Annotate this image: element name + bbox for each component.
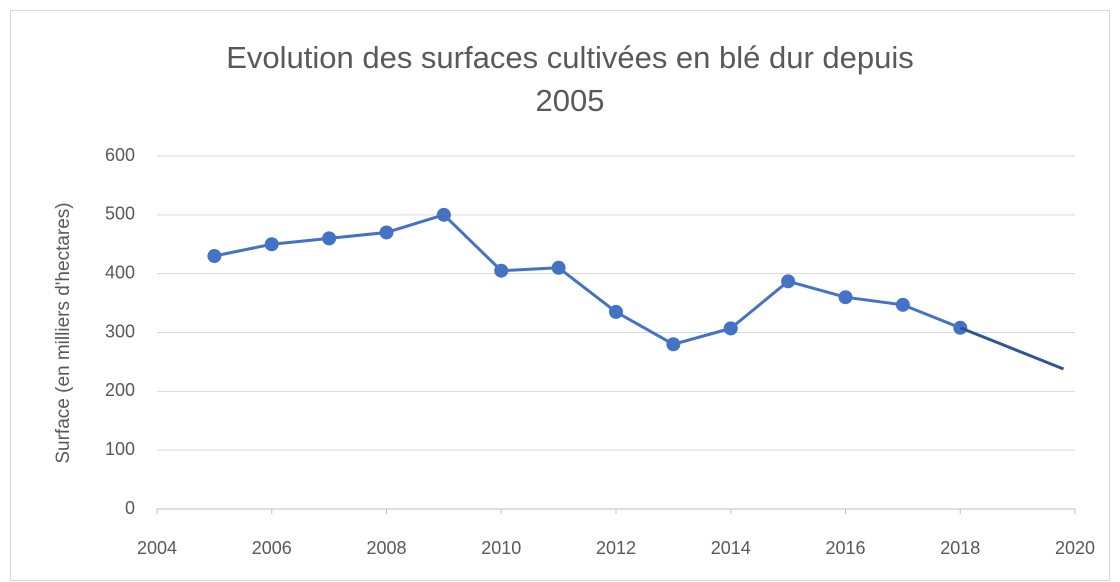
x-tick-label: 2010 <box>481 538 521 558</box>
y-tick-label: 200 <box>105 380 135 400</box>
y-tick-label: 300 <box>105 321 135 341</box>
marker <box>264 237 279 252</box>
marker <box>494 263 509 278</box>
y-tick-label: 0 <box>125 498 135 518</box>
chart-title: Evolution des surfaces cultivées en blé … <box>226 40 914 75</box>
marker <box>379 225 394 240</box>
marker <box>207 249 222 264</box>
x-tick-label: 2006 <box>252 538 292 558</box>
marker <box>666 337 681 352</box>
y-axis-label: Surface (en milliers d'hectares) <box>53 202 74 463</box>
y-tick-label: 100 <box>105 439 135 459</box>
marker <box>895 297 910 312</box>
marker <box>838 290 853 305</box>
x-tick-label: 2018 <box>940 538 980 558</box>
x-tick-label: 2012 <box>596 538 636 558</box>
y-tick-label: 500 <box>105 204 135 224</box>
chart-title: 2005 <box>536 83 605 118</box>
x-tick-label: 2004 <box>137 538 177 558</box>
marker <box>609 304 623 319</box>
x-tick-label: 2014 <box>711 538 751 558</box>
marker <box>436 207 451 222</box>
marker <box>781 274 796 289</box>
y-tick-label: 400 <box>105 262 135 282</box>
marker <box>322 231 337 246</box>
line <box>959 326 1065 371</box>
x-tick-label: 2016 <box>825 538 865 558</box>
chart-border <box>10 10 1110 581</box>
marker <box>723 321 738 336</box>
line <box>214 213 961 346</box>
marker <box>551 260 566 275</box>
y-tick-label: 600 <box>105 145 135 165</box>
x-tick-label: 2020 <box>1055 538 1095 558</box>
x-tick-label: 2008 <box>366 538 406 558</box>
